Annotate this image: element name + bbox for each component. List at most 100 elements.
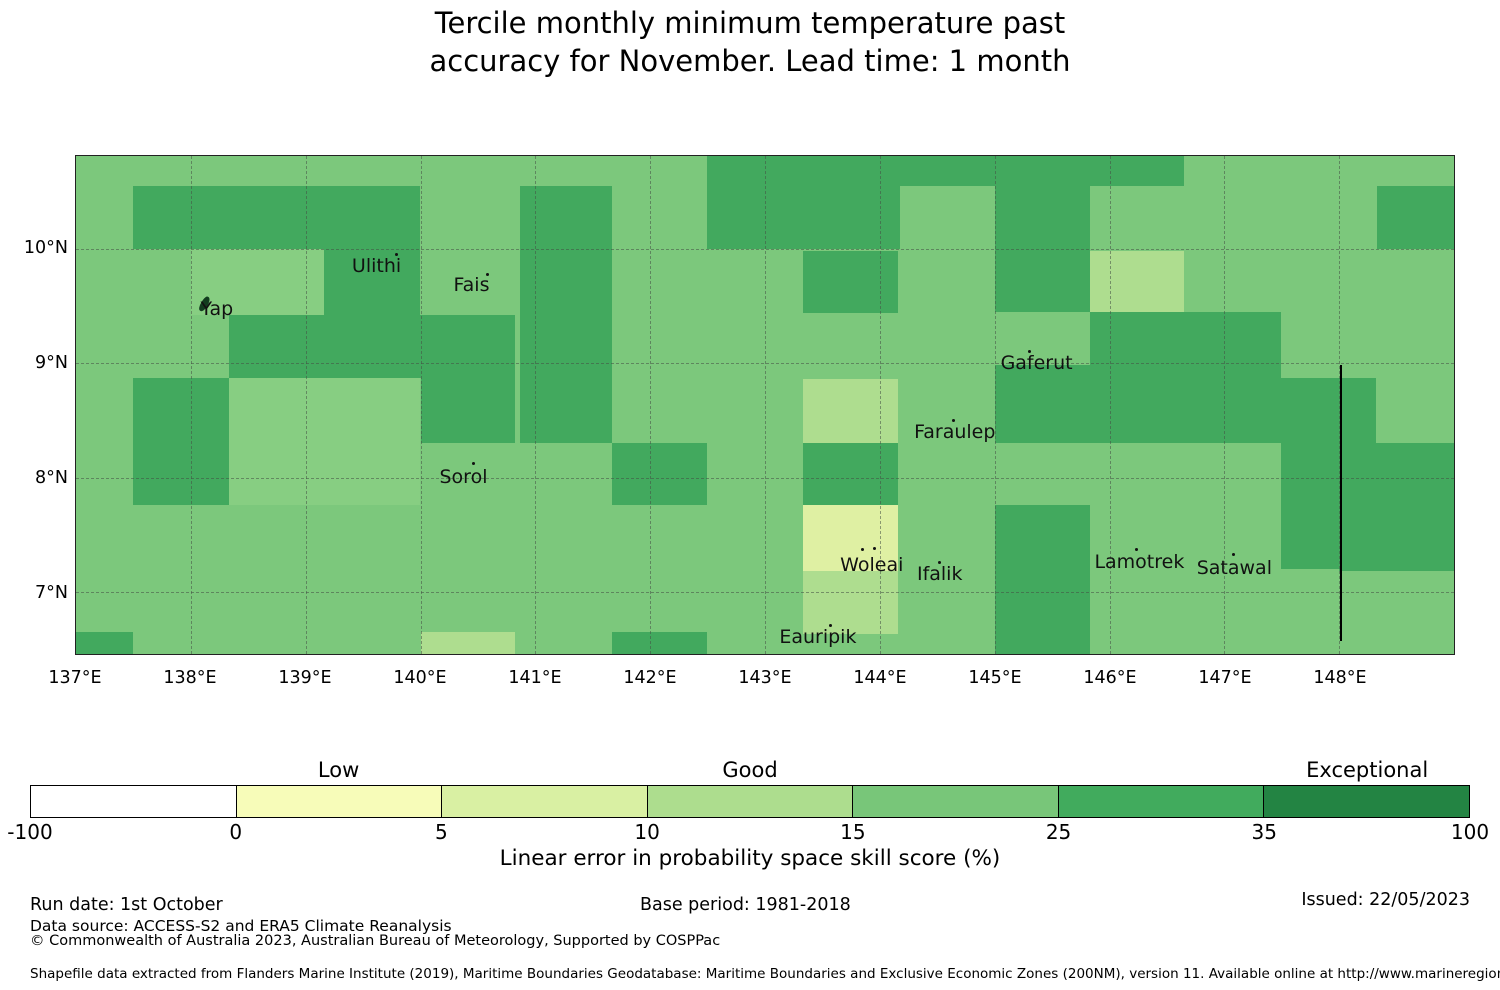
x-tick-label: 144°E bbox=[853, 668, 907, 688]
x-tick-label: 143°E bbox=[738, 668, 792, 688]
parallel-gridline bbox=[76, 248, 1454, 250]
island-label-gaferut: Gaferut bbox=[1000, 352, 1073, 375]
skill-cell-c5 bbox=[707, 156, 1185, 186]
x-tick-label: 137°E bbox=[48, 668, 102, 688]
parallel-gridline bbox=[76, 363, 1454, 365]
island-dot bbox=[1135, 548, 1139, 552]
meridian-gridline bbox=[650, 156, 652, 654]
meridian-gridline bbox=[305, 156, 307, 654]
island-label-yap: Yap bbox=[200, 298, 234, 321]
island-label-ifalik: Ifalik bbox=[916, 563, 963, 586]
colorbar-tick-label: 25 bbox=[1045, 820, 1072, 844]
skill-cell-c5 bbox=[1281, 378, 1340, 570]
colorbar-segment-4 bbox=[852, 786, 1058, 817]
colorbar-category-good: Good bbox=[722, 758, 778, 782]
island-label-sorol: Sorol bbox=[439, 465, 488, 488]
island-dot bbox=[873, 546, 877, 550]
colorbar-segment-2 bbox=[441, 786, 647, 817]
island-dot bbox=[394, 252, 398, 256]
island-dot bbox=[937, 561, 941, 565]
meridian-gridline bbox=[1224, 156, 1226, 654]
y-tick-label: 7°N bbox=[35, 583, 68, 603]
skill-cell-c5 bbox=[323, 248, 421, 316]
chart-title-line2: accuracy for November. Lead time: 1 mont… bbox=[429, 44, 1071, 78]
parallel-gridline bbox=[76, 592, 1454, 594]
meridian-gridline bbox=[1339, 156, 1341, 654]
colorbar-tick-label: 100 bbox=[1450, 820, 1490, 844]
colorbar-segment-6 bbox=[1263, 786, 1470, 817]
skill-cell-c5 bbox=[520, 315, 613, 443]
skill-cell-c5 bbox=[420, 378, 516, 443]
chart-title-line1: Tercile monthly minimum temperature past bbox=[434, 6, 1066, 40]
island-label-woleai: Woleai bbox=[840, 554, 904, 577]
skill-cell-c5 bbox=[1377, 185, 1454, 249]
island-dot bbox=[828, 624, 832, 628]
meridian-gridline bbox=[1109, 156, 1111, 654]
island-dot bbox=[951, 418, 955, 422]
colorbar-segment-0 bbox=[31, 786, 236, 817]
colorbar-tick-label: 35 bbox=[1251, 820, 1278, 844]
x-tick-label: 142°E bbox=[623, 668, 677, 688]
island-label-satawal: Satawal bbox=[1196, 557, 1272, 580]
skill-cell-c5 bbox=[1339, 442, 1454, 572]
meridian-gridline bbox=[535, 156, 537, 654]
skill-cell-c3 bbox=[1089, 250, 1185, 313]
colorbar-tick-label: 0 bbox=[229, 820, 243, 844]
data-source-text: Data source: ACCESS-S2 and ERA5 Climate … bbox=[30, 917, 452, 935]
colorbar-segment-5 bbox=[1057, 786, 1264, 817]
island-dot bbox=[472, 461, 476, 465]
skill-score-map: Yap Ulithi Fais Sorol Gaferut Faraulep Woleai I… bbox=[75, 155, 1455, 655]
island-label-fais: Fais bbox=[453, 274, 490, 297]
x-tick-label: 145°E bbox=[968, 668, 1022, 688]
base-period-text: Base period: 1981-2018 bbox=[640, 895, 851, 915]
x-tick-label: 139°E bbox=[278, 668, 332, 688]
skill-cell-c5 bbox=[76, 632, 133, 654]
x-tick-label: 138°E bbox=[163, 668, 217, 688]
y-tick-label: 10°N bbox=[23, 238, 68, 258]
skill-cell-c3 bbox=[802, 379, 898, 443]
skill-cell-c5 bbox=[132, 185, 421, 249]
meridian-gridline bbox=[765, 156, 766, 654]
colorbar-category-exceptional: Exceptional bbox=[1306, 758, 1429, 782]
chart-title: Tercile monthly minimum temperature past… bbox=[0, 4, 1500, 80]
x-tick-label: 141°E bbox=[508, 668, 562, 688]
skill-cell-c5 bbox=[802, 442, 898, 505]
copyright-text: © Commonwealth of Australia 2023, Austra… bbox=[30, 933, 721, 949]
skill-cell-c5 bbox=[994, 504, 1090, 654]
shapefile-attribution-text: Shapefile data extracted from Flanders M… bbox=[30, 966, 1500, 982]
y-tick-label: 8°N bbox=[35, 468, 68, 488]
colorbar-category-low: Low bbox=[317, 758, 360, 782]
skill-cell-c4b bbox=[228, 378, 421, 505]
colorbar-segment-3 bbox=[646, 786, 853, 817]
meridian-gridline bbox=[994, 156, 996, 654]
skill-cell-c2 bbox=[802, 504, 898, 572]
meridian-gridline bbox=[879, 156, 881, 654]
island-dot bbox=[486, 272, 490, 276]
colorbar-axis-label: Linear error in probability space skill … bbox=[499, 846, 1001, 871]
colorbar-tick-label: 15 bbox=[840, 820, 866, 844]
skill-cell-c5 bbox=[1089, 312, 1282, 443]
colorbar-segment-1 bbox=[235, 786, 442, 817]
skill-cell-c3 bbox=[420, 632, 516, 654]
island-dot bbox=[860, 548, 864, 552]
island-label-lamotrek: Lamotrek bbox=[1094, 551, 1185, 574]
skill-cell-c3 bbox=[802, 571, 898, 635]
colorbar bbox=[30, 785, 1470, 818]
skill-cell-c5 bbox=[520, 185, 613, 316]
skill-cell-c5 bbox=[1339, 378, 1377, 443]
skill-cell-c4b bbox=[190, 248, 324, 316]
skill-cell-c5 bbox=[802, 250, 898, 314]
y-tick-label: 9°N bbox=[35, 353, 68, 373]
issued-date-text: Issued: 22/05/2023 bbox=[1301, 890, 1470, 910]
eez-boundary-line bbox=[1340, 365, 1343, 642]
colorbar-tick-label: 10 bbox=[634, 820, 660, 844]
colorbar-tick-label: 5 bbox=[435, 820, 448, 844]
x-tick-label: 147°E bbox=[1198, 668, 1252, 688]
skill-cell-c5 bbox=[228, 315, 516, 379]
island-label-faraulep: Faraulep bbox=[914, 420, 996, 443]
meridian-gridline bbox=[190, 156, 192, 654]
skill-cell-c5 bbox=[707, 185, 900, 249]
x-tick-label: 148°E bbox=[1313, 668, 1367, 688]
colorbar-tick-label: -100 bbox=[7, 820, 53, 844]
run-date-text: Run date: 1st October bbox=[30, 895, 223, 915]
